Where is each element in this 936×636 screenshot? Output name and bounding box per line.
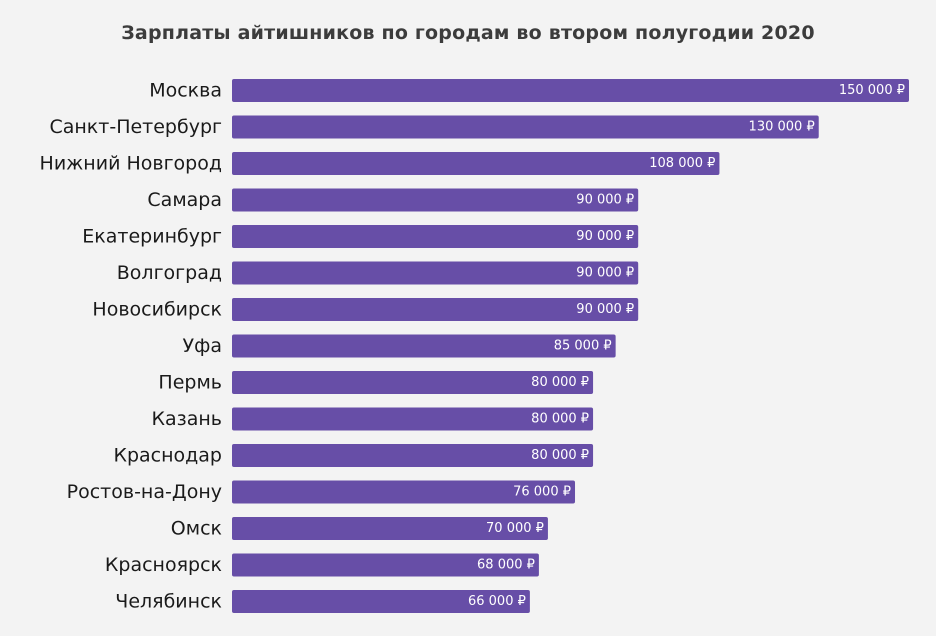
bar [232,480,576,504]
bar-row: Новосибирск 90 000 ₽ [92,298,639,321]
value-label: 66 000 ₽ [468,594,526,609]
bar [232,298,639,321]
bar-row: Краснодар 80 000 ₽ [113,444,594,467]
bar [232,261,639,285]
bar [232,371,594,394]
value-label: 80 000 ₽ [531,412,589,427]
bar-row: Омск 70 000 ₽ [171,517,548,540]
bar-row: Казань 80 000 ₽ [152,407,594,431]
category-label: Санкт-Петербург [49,116,222,138]
value-label: 80 000 ₽ [531,448,589,463]
bar-row: Москва 150 000 ₽ [149,79,909,102]
bar [232,225,639,248]
bar [232,334,616,358]
bar [232,188,639,212]
category-label: Уфа [183,335,222,357]
bar [232,152,720,175]
value-label: 85 000 ₽ [554,339,612,354]
category-label: Нижний Новгород [40,153,222,175]
bar [232,517,548,540]
value-label: 90 000 ₽ [576,302,634,317]
value-label: 90 000 ₽ [576,229,634,244]
category-label: Челябинск [115,591,222,613]
bars-layer: Москва 150 000 ₽ Санкт-Петербург 130 000 ₽ Н… [40,79,909,613]
category-label: Казань [152,408,223,430]
bar-row: Нижний Новгород 108 000 ₽ [40,152,720,175]
bar-row: Ростов-на-Дону 76 000 ₽ [67,480,576,504]
bar-row: Красноярск 68 000 ₽ [105,553,539,577]
chart-title: Зарплаты айтишников по городам во втором… [121,22,815,44]
category-label: Омск [171,518,222,540]
value-label: 70 000 ₽ [486,521,544,536]
value-label: 68 000 ₽ [477,558,535,573]
bar-row: Екатеринбург 90 000 ₽ [82,225,639,248]
bar-row: Пермь 80 000 ₽ [158,371,594,394]
bar-row: Волгоград 90 000 ₽ [117,261,639,285]
bar [232,115,819,139]
value-label: 90 000 ₽ [576,266,634,281]
category-label: Самара [147,189,222,211]
category-label: Пермь [158,372,222,394]
category-label: Ростов-на-Дону [67,481,222,503]
category-label: Волгоград [117,262,222,284]
bar [232,444,594,467]
bar-row: Санкт-Петербург 130 000 ₽ [49,115,819,139]
bar [232,553,539,577]
value-label: 108 000 ₽ [649,156,715,171]
value-label: 76 000 ₽ [513,485,571,500]
bar-row: Уфа 85 000 ₽ [183,334,616,358]
category-label: Красноярск [105,554,222,576]
category-label: Москва [149,80,222,102]
bar-row: Челябинск 66 000 ₽ [115,590,530,613]
value-label: 130 000 ₽ [749,120,815,135]
category-label: Краснодар [113,445,222,467]
bar-row: Самара 90 000 ₽ [147,188,639,212]
bar [232,79,909,102]
value-label: 90 000 ₽ [576,193,634,208]
category-label: Новосибирск [92,299,222,321]
bar [232,407,594,431]
category-label: Екатеринбург [82,226,222,248]
value-label: 150 000 ₽ [839,83,905,98]
bar [232,590,530,613]
value-label: 80 000 ₽ [531,375,589,390]
